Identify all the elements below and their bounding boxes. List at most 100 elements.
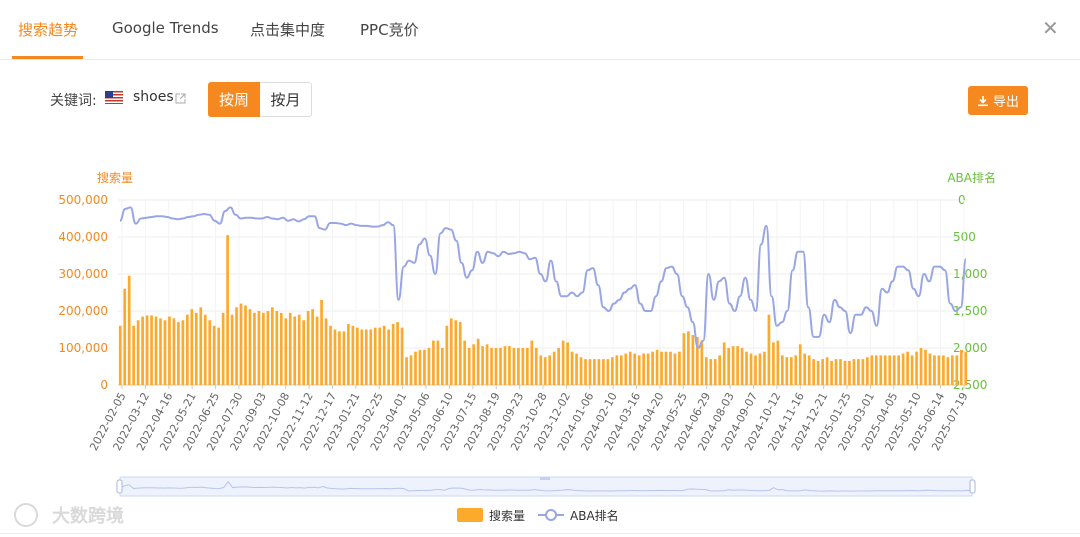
zoom-right-handle[interactable] [969, 479, 976, 494]
search-volume-bar [646, 353, 650, 385]
search-volume-bar [606, 359, 610, 385]
export-button[interactable]: 导出 [968, 86, 1028, 115]
search-volume-bar [141, 316, 144, 385]
search-volume-bar [906, 351, 909, 385]
search-volume-bar [414, 351, 417, 385]
right-axis-tick-label: 2,000 [953, 341, 987, 355]
search-volume-bar [655, 349, 659, 385]
search-volume-bar [669, 351, 672, 385]
left-axis-tick-label: 500,000 [58, 193, 108, 207]
zoom-drag-grip [540, 477, 550, 480]
search-volume-bar [288, 312, 292, 385]
right-axis-tick-label: 0 [958, 193, 966, 207]
search-volume-bar [356, 327, 359, 385]
search-volume-bar [494, 348, 498, 385]
external-link-icon[interactable] [175, 93, 186, 104]
search-volume-bar [866, 357, 869, 385]
search-volume-bar [526, 348, 529, 385]
search-volume-bar [221, 312, 225, 385]
search-volume-bar [118, 325, 122, 385]
zoom-left-handle[interactable] [116, 479, 123, 494]
search-volume-bar [454, 320, 458, 385]
watermark: 大数跨境 [14, 503, 124, 527]
search-volume-bar [279, 312, 283, 385]
search-volume-bar [959, 349, 963, 385]
tab-google-trends[interactable]: Google Trends [112, 19, 219, 37]
tab-ppc-bid[interactable]: PPC竞价 [360, 21, 419, 39]
search-volume-bar [458, 322, 462, 385]
monthly-button[interactable]: 按月 [260, 82, 312, 117]
period-toggle: 按周 按月 [208, 82, 312, 117]
left-axis-tick-label: 200,000 [58, 304, 108, 318]
search-volume-bar [593, 359, 596, 385]
search-volume-bar [861, 359, 865, 385]
search-volume-bar [946, 357, 950, 385]
tab-search-trend[interactable]: 搜索趋势 [18, 21, 79, 39]
watermark-logo-icon [14, 503, 38, 527]
search-volume-bar [776, 340, 780, 385]
search-volume-bar [897, 355, 900, 385]
search-volume-bar [391, 323, 395, 385]
keyword-value: shoes [133, 89, 174, 105]
search-volume-bar [749, 353, 753, 385]
search-volume-bar [508, 346, 511, 385]
search-volume-bar [722, 342, 726, 385]
search-volume-bar [803, 353, 807, 385]
weekly-button[interactable]: 按周 [208, 82, 260, 117]
search-volume-bar [378, 327, 382, 385]
search-volume-bar [145, 315, 149, 385]
search-trend-chart: 500,000400,000300,000200,000100,00000500… [14, 170, 996, 527]
close-icon[interactable]: ✕ [1042, 16, 1059, 40]
search-volume-bar [807, 355, 811, 385]
search-volume-bar [857, 359, 860, 385]
search-volume-bar [566, 342, 569, 385]
search-volume-bar [418, 349, 422, 385]
search-volume-bar [347, 323, 350, 385]
search-volume-bar [843, 360, 847, 385]
search-volume-bar [951, 355, 954, 385]
tab-click-concentration[interactable]: 点击集中度 [250, 21, 326, 39]
search-volume-bar [915, 351, 918, 385]
search-volume-bar [266, 311, 270, 385]
search-volume-bar [919, 348, 923, 385]
search-volume-bar [306, 311, 310, 385]
right-axis-title: ABA排名 [947, 170, 996, 185]
search-volume-bar [351, 325, 355, 385]
search-volume-bar [575, 353, 578, 385]
search-volume-bar [673, 353, 677, 385]
search-volume-bar [423, 349, 426, 385]
search-volume-bar [879, 355, 883, 385]
search-volume-bar [727, 348, 730, 385]
search-volume-bar [230, 314, 234, 385]
search-volume-bar [297, 314, 301, 385]
search-volume-bar [136, 320, 140, 385]
right-axis-tick-label: 1,000 [953, 267, 987, 281]
search-volume-bar [405, 357, 408, 385]
search-volume-bar [798, 344, 802, 385]
search-volume-bar [848, 360, 851, 385]
search-volume-bar [781, 355, 784, 385]
search-volume-bar [154, 316, 158, 385]
search-volume-bar [584, 359, 587, 385]
search-volume-bar [754, 355, 757, 385]
search-volume-bar [409, 355, 413, 385]
search-volume-bar [521, 348, 525, 385]
search-volume-bar [924, 349, 927, 385]
search-volume-bar [557, 348, 560, 385]
search-volume-bar [624, 353, 628, 385]
search-volume-bar [369, 329, 373, 385]
search-volume-bar [552, 351, 556, 385]
active-tab-indicator [12, 56, 83, 59]
search-volume-bar [248, 309, 252, 385]
search-volume-bar [664, 351, 668, 385]
search-volume-bar [602, 359, 605, 385]
search-volume-bar [150, 315, 153, 385]
search-volume-bar [615, 355, 619, 385]
search-volume-bar [208, 320, 212, 385]
search-volume-bar [199, 307, 203, 385]
legend-label-search-volume: 搜索量 [489, 508, 525, 523]
search-volume-bar [651, 351, 654, 385]
search-volume-bar [637, 355, 641, 385]
search-volume-bar [503, 346, 507, 385]
search-volume-bar [736, 346, 739, 385]
